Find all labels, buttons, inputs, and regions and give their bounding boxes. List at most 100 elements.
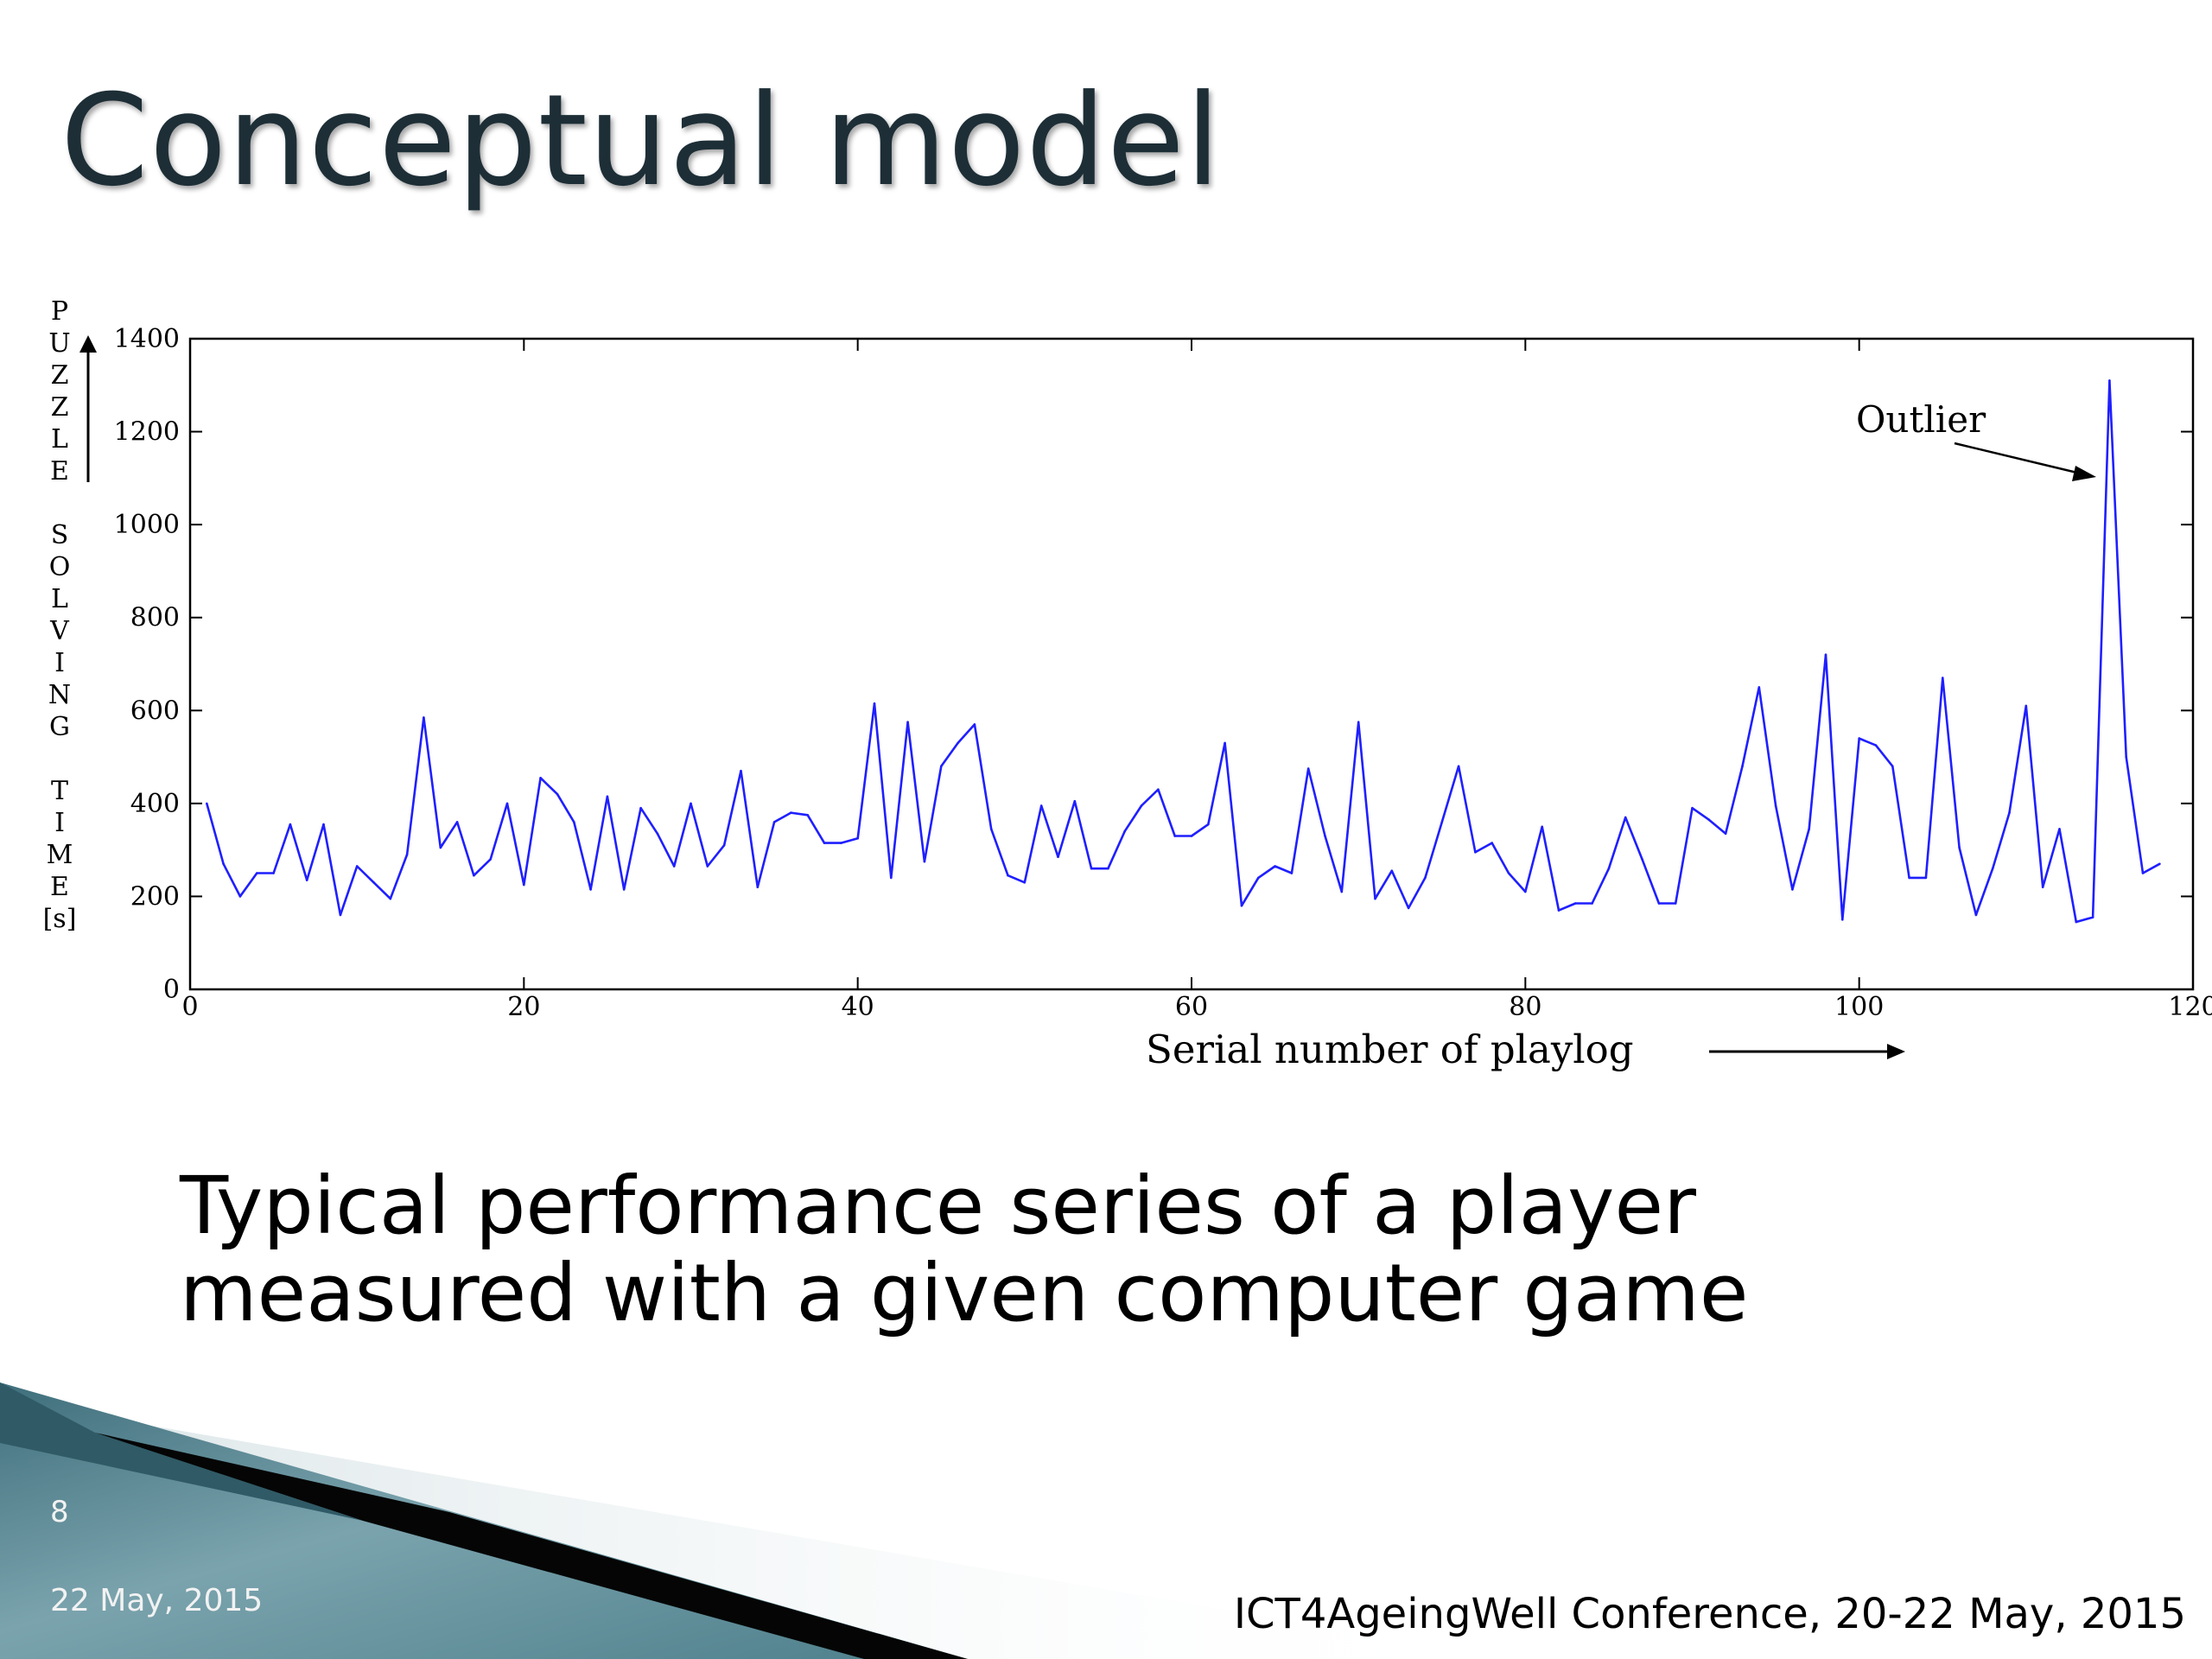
data-point [1140,804,1143,807]
outlier-annotation: Outlier [1856,398,1986,441]
data-point [672,865,676,868]
data-point [622,888,626,891]
data-point [1224,741,1226,745]
data-point [473,874,475,877]
data-point [1974,913,1978,917]
y-label-letter: L [51,424,68,454]
y-label-letter: E [50,456,69,486]
data-point [2075,920,2078,924]
slide-title: Conceptual model [60,67,1222,214]
data-point [1240,904,1243,907]
y-label-letter: P [51,296,68,327]
data-point [639,806,642,810]
y-label-letter: T [51,776,68,806]
data-point [606,795,609,798]
data-point [1207,823,1210,826]
data-point [2125,755,2127,759]
data-point [1674,902,1677,905]
y-label-letter: N [48,680,71,710]
data-point [1641,858,1643,861]
series-line [206,379,2161,924]
y-label-letter: O [49,552,71,582]
data-point [973,723,976,726]
data-point [405,853,409,856]
x-tick-label: 0 [181,992,198,1022]
data-point [856,836,859,840]
y-label-letter: M [47,840,73,870]
data-point [589,888,592,891]
data-point [1841,918,1844,921]
data-point [823,842,826,844]
data-point [1474,851,1477,854]
data-point [1257,876,1260,880]
x-tick-label: 100 [1834,992,1884,1022]
caption: Typical performance series of a player m… [180,1162,1748,1337]
y-label-letter: G [49,712,70,742]
data-point [1507,872,1510,874]
conference-footer: ICT4AgeingWell Conference, 20-22 May, 20… [1233,1590,2186,1638]
data-point [1958,846,1961,849]
data-point [1290,872,1294,874]
data-point [1924,876,1928,880]
y-label-letter: I [54,648,65,678]
x-tick-label: 80 [1509,992,1541,1022]
y-label-letter: I [54,808,65,838]
data-point [1306,767,1310,770]
x-axis-label: Serial number of playlog [1146,1027,1634,1072]
data-point [1808,828,1810,830]
outlier-arrow [1954,442,2096,481]
data-point [1057,855,1059,858]
data-point [1541,825,1543,829]
slide-number: 8 [50,1495,69,1529]
caption-line-1: Typical performance series of a player [180,1160,1696,1252]
data-point [1007,874,1009,877]
data-point [656,832,659,836]
y-label-letter: U [48,328,70,359]
data-point [1991,867,1994,870]
data-point [339,913,342,917]
data-point [222,862,225,866]
data-point [238,895,242,898]
data-point [1524,890,1527,893]
data-point [740,769,742,772]
data-point [556,792,559,796]
data-point [1707,818,1711,821]
x-tick-label: 60 [1175,992,1208,1022]
y-label-letter: E [50,872,69,902]
data-point [1173,835,1176,837]
data-point [1390,869,1394,873]
footer-decoration [0,1382,1512,1659]
data-point [2024,704,2028,708]
data-point [1190,835,1193,837]
data-point [523,883,525,887]
data-point [289,823,292,826]
data-point [706,865,709,868]
y-label-letter: Z [51,360,69,391]
data-point [772,821,776,823]
y-tick-label: 200 [130,881,180,912]
data-point [1657,902,1661,905]
data-point [989,828,993,830]
data-point [439,846,442,849]
data-point [840,842,842,844]
y-tick-label: 1000 [114,510,180,540]
data-point [1374,897,1376,900]
data-point [1457,765,1460,768]
data-point [2041,886,2044,888]
data-point [1858,737,1860,740]
data-point [1874,744,1878,747]
y-axis-arrow [79,335,97,482]
slide-date: 22 May, 2015 [50,1583,264,1618]
y-axis-ticks: 0 200 400 600 800 1000 1200 1400 [114,324,2193,1005]
data-point [1774,804,1777,807]
data-point [372,881,375,884]
data-point [1340,890,1344,893]
data-point [539,777,542,779]
data-point [1791,888,1794,891]
data-point [2008,811,2011,814]
data-point [2091,916,2094,918]
data-point [1357,721,1360,723]
data-point [423,716,425,719]
